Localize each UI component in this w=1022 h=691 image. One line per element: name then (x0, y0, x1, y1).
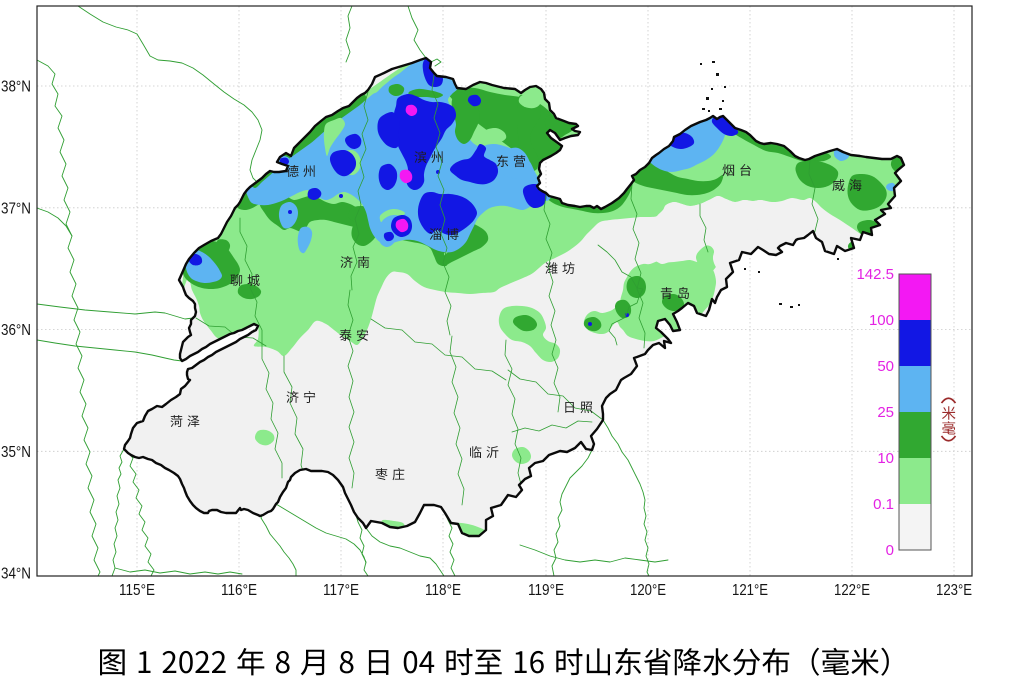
svg-text:0.1: 0.1 (873, 496, 894, 513)
svg-text:37°N: 37°N (1, 200, 31, 217)
svg-text:122°E: 122°E (834, 582, 870, 599)
svg-text:142.5: 142.5 (856, 266, 894, 283)
svg-text:35°N: 35°N (1, 444, 31, 461)
svg-text:123°E: 123°E (936, 582, 972, 599)
svg-text:121°E: 121°E (732, 582, 768, 599)
svg-text:25: 25 (877, 404, 894, 421)
svg-text:10: 10 (877, 450, 894, 467)
svg-text:38°N: 38°N (1, 79, 31, 96)
svg-text:100: 100 (869, 312, 894, 329)
svg-text:0: 0 (886, 542, 894, 559)
svg-text:115°E: 115°E (119, 582, 155, 599)
svg-text:50: 50 (877, 358, 894, 375)
svg-text:34°N: 34°N (1, 566, 31, 583)
svg-text:36°N: 36°N (1, 322, 31, 339)
svg-text:118°E: 118°E (425, 582, 461, 599)
svg-text:116°E: 116°E (221, 582, 257, 599)
svg-text:120°E: 120°E (630, 582, 666, 599)
svg-text:119°E: 119°E (528, 582, 564, 599)
svg-text:117°E: 117°E (323, 582, 359, 599)
